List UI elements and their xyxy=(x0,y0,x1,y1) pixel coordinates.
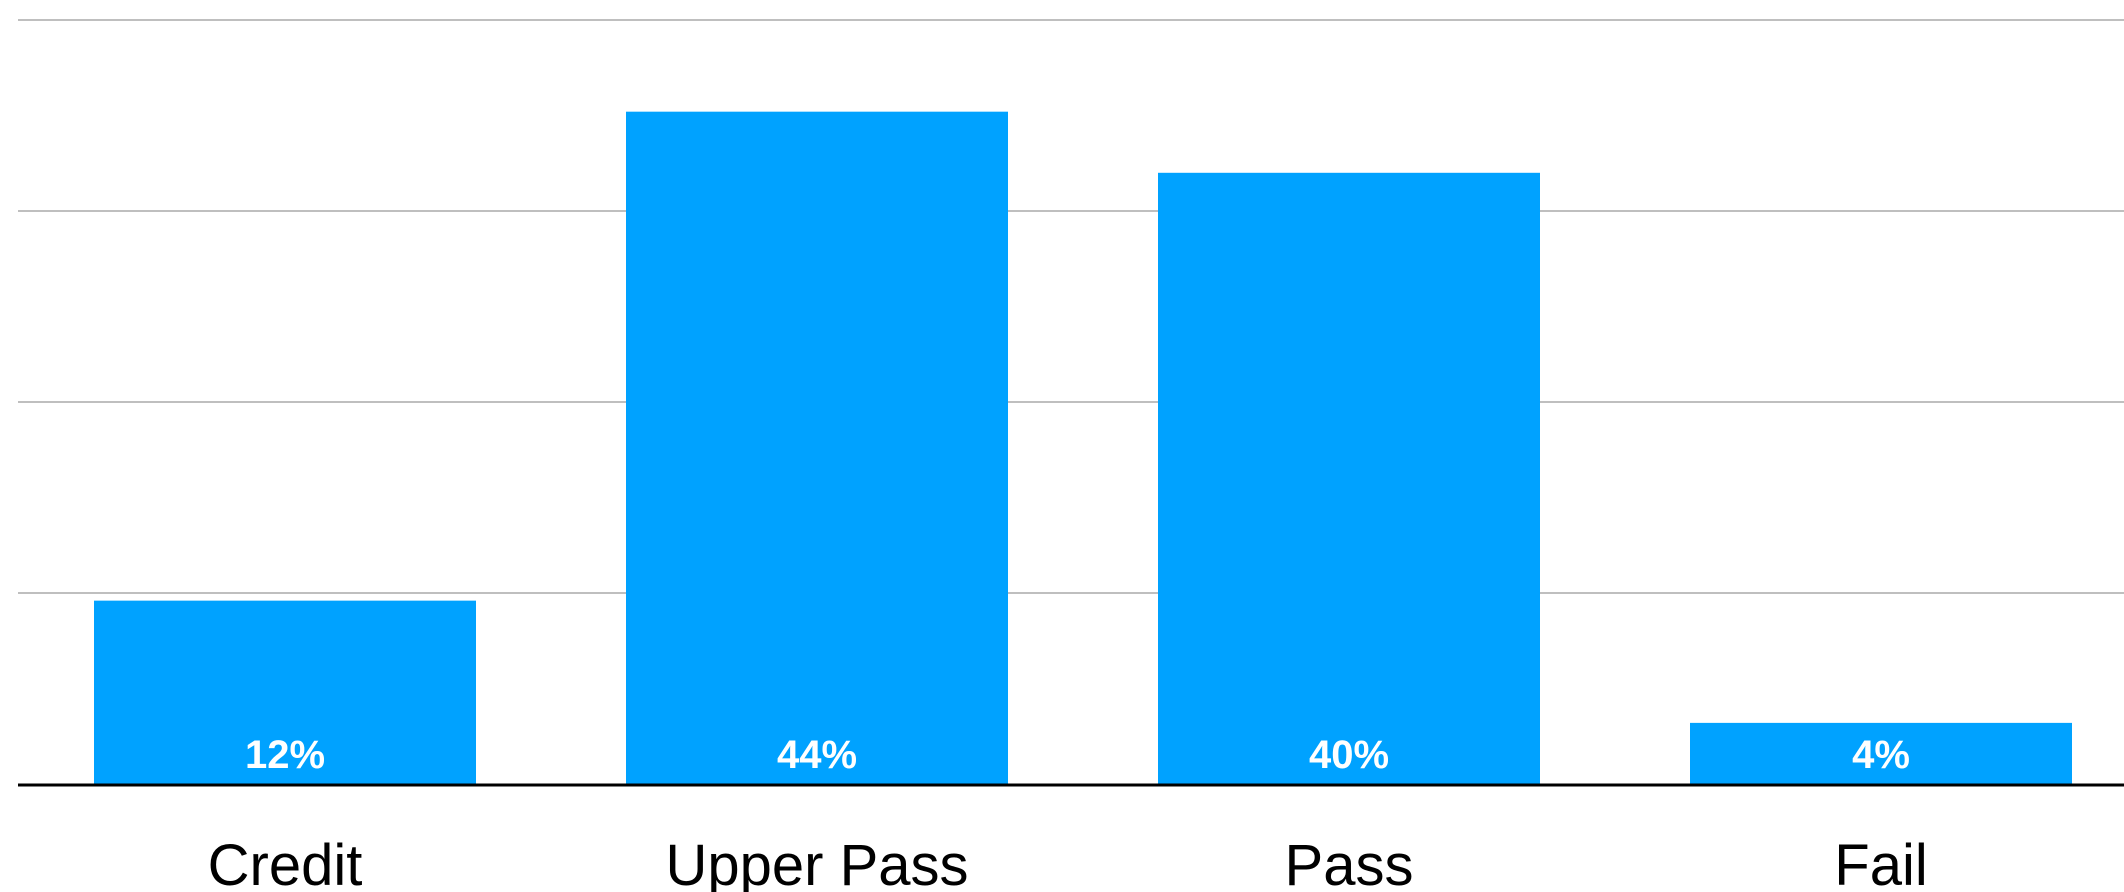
bar-upper-pass xyxy=(626,111,1008,785)
bars xyxy=(94,111,2072,785)
category-label-pass: Pass xyxy=(1285,833,1414,892)
bar-fail xyxy=(1690,722,2072,784)
value-label-fail: 4% xyxy=(1852,733,1910,777)
value-label-credit: 12% xyxy=(245,733,325,777)
gridlines xyxy=(18,19,2124,594)
category-label-upper-pass: Upper Pass xyxy=(665,833,968,892)
bar-credit xyxy=(94,600,476,784)
value-label-upper-pass: 44% xyxy=(777,733,857,777)
category-labels: Credit Upper Pass Pass Fail xyxy=(208,833,1928,892)
category-label-credit: Credit xyxy=(208,833,363,892)
value-label-pass: 40% xyxy=(1309,733,1389,777)
category-label-fail: Fail xyxy=(1834,833,1927,892)
bar-pass xyxy=(1158,172,1540,785)
value-labels: 12% 44% 40% 4% xyxy=(245,733,1910,777)
